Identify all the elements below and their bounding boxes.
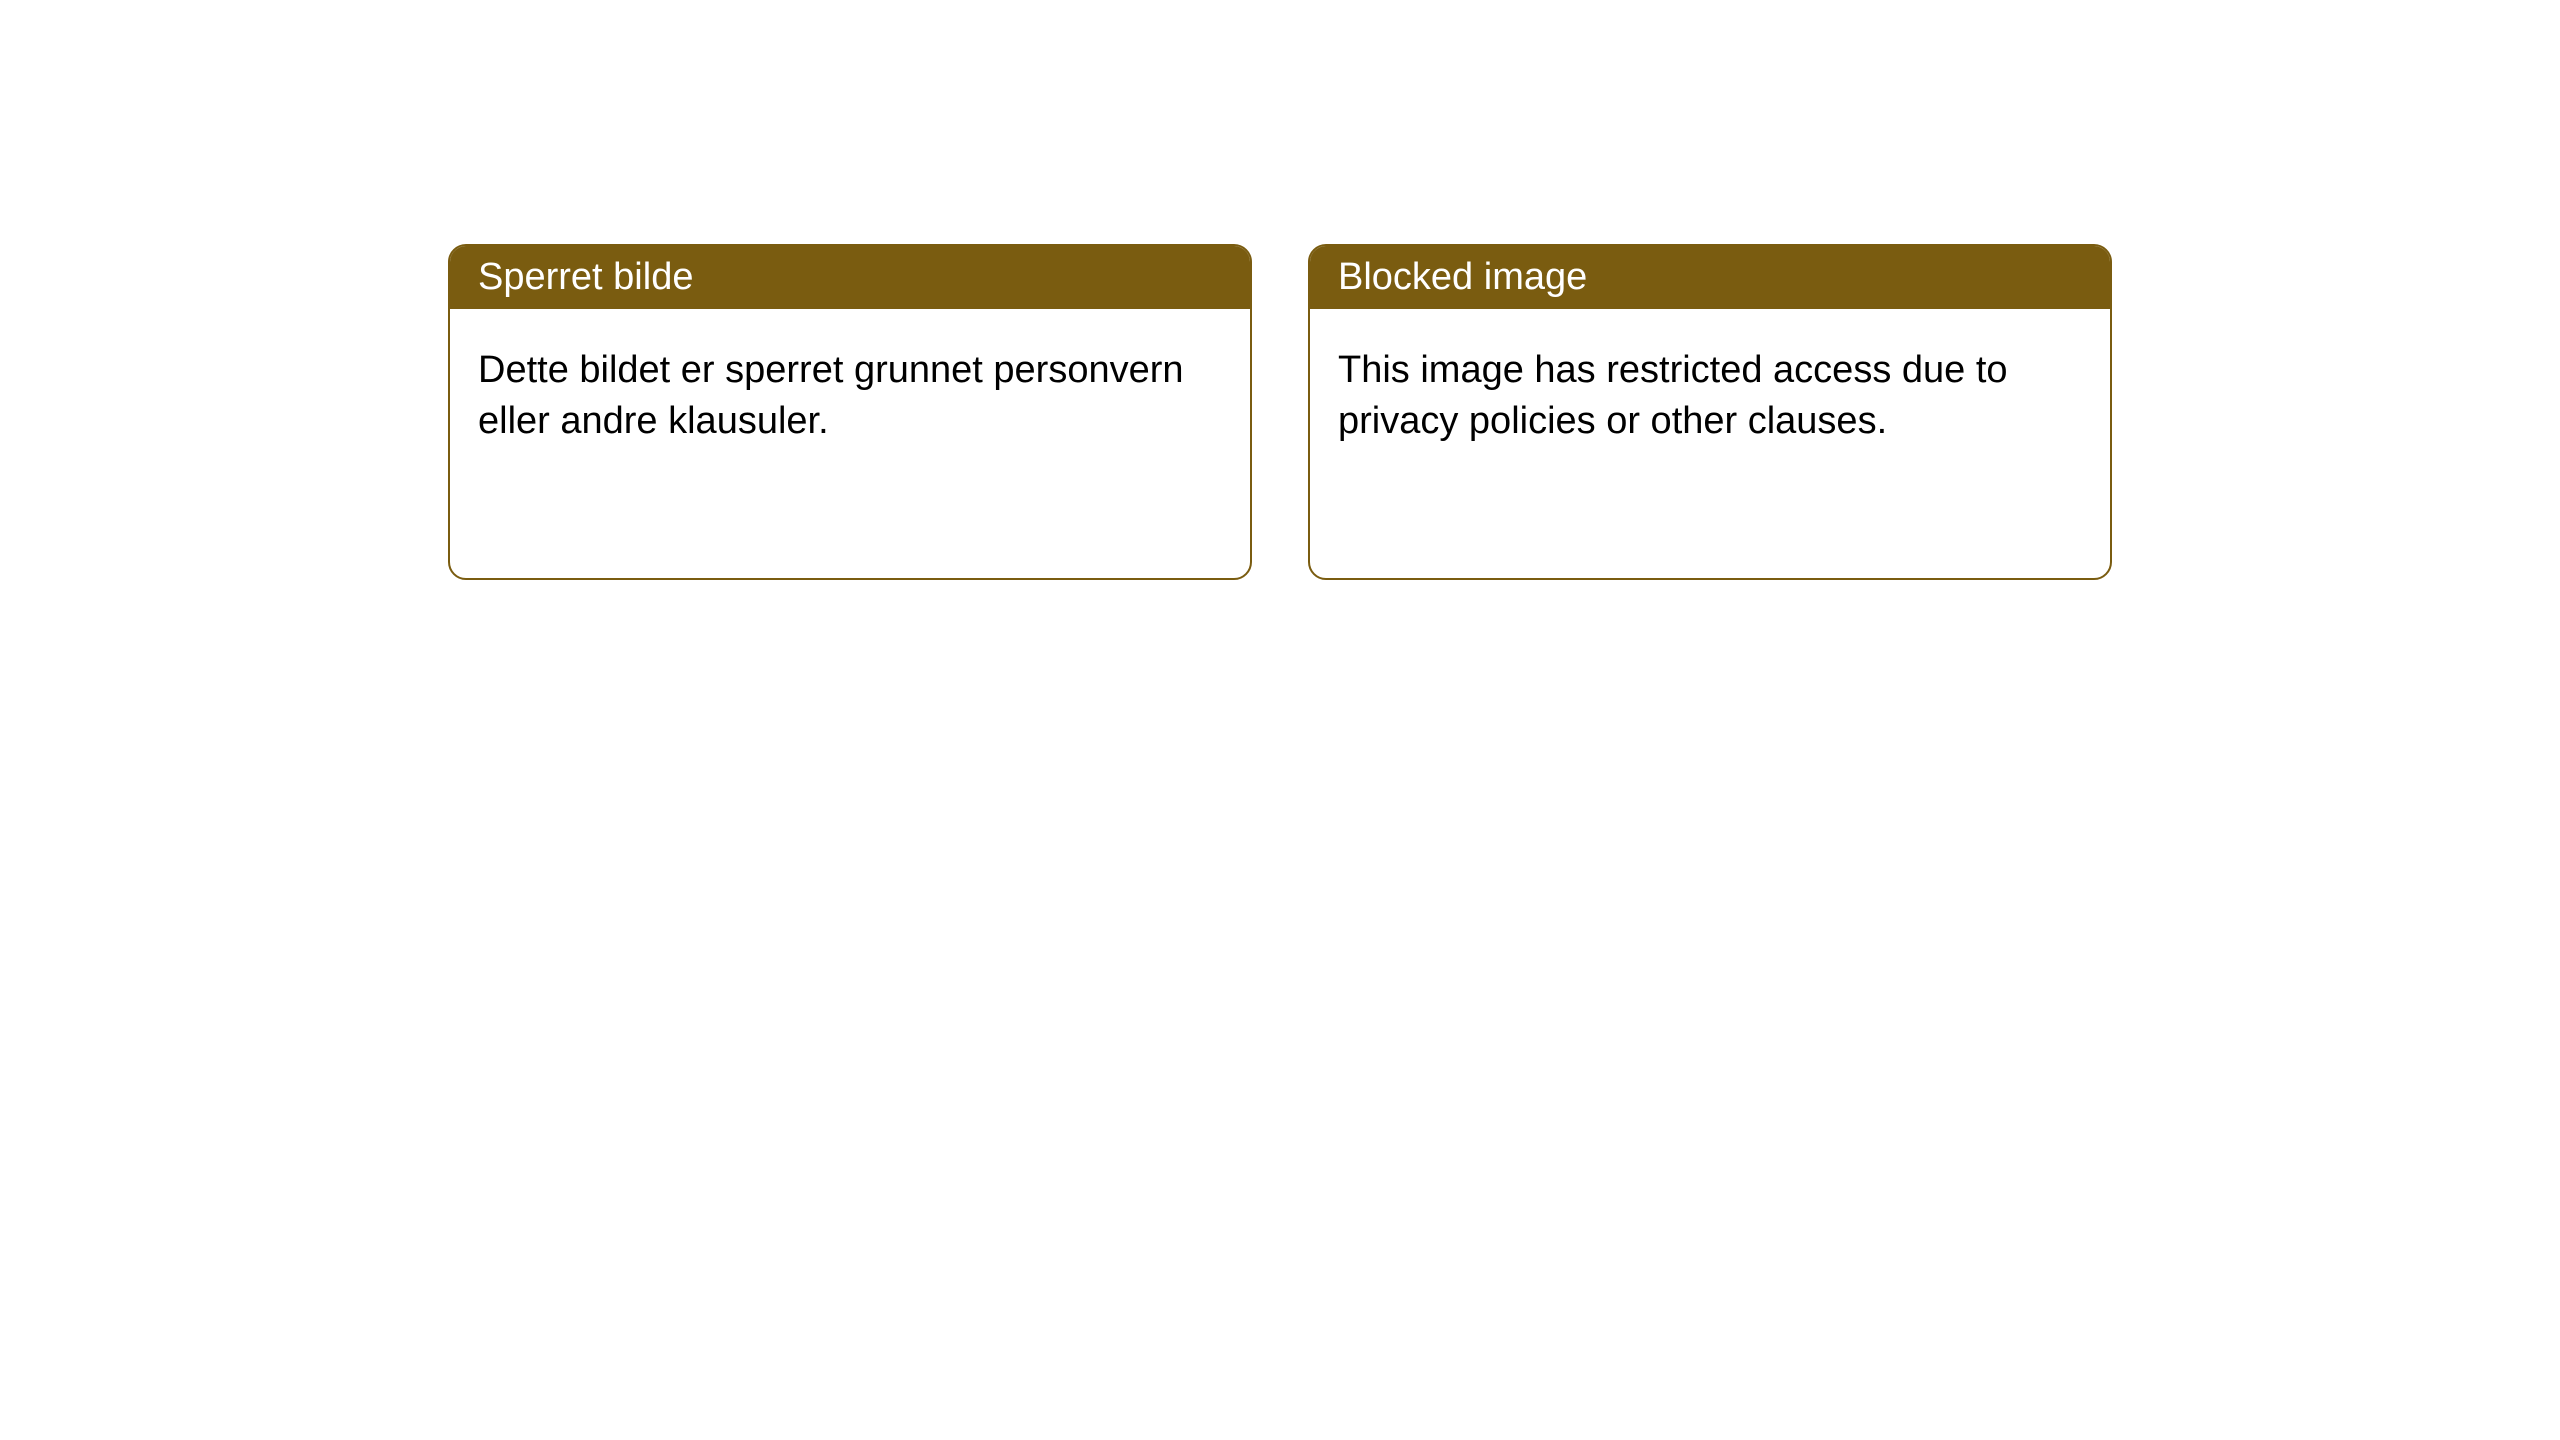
card-body: This image has restricted access due to …	[1310, 309, 2110, 484]
card-header: Blocked image	[1310, 246, 2110, 309]
card-title: Blocked image	[1338, 256, 1587, 298]
cards-container: Sperret bilde Dette bildet er sperret gr…	[0, 0, 2560, 580]
card-body: Dette bildet er sperret grunnet personve…	[450, 309, 1250, 484]
card-body-text: This image has restricted access due to …	[1338, 349, 2008, 442]
blocked-image-card-norwegian: Sperret bilde Dette bildet er sperret gr…	[448, 244, 1252, 580]
card-body-text: Dette bildet er sperret grunnet personve…	[478, 349, 1184, 442]
blocked-image-card-english: Blocked image This image has restricted …	[1308, 244, 2112, 580]
card-header: Sperret bilde	[450, 246, 1250, 309]
card-title: Sperret bilde	[478, 256, 693, 298]
